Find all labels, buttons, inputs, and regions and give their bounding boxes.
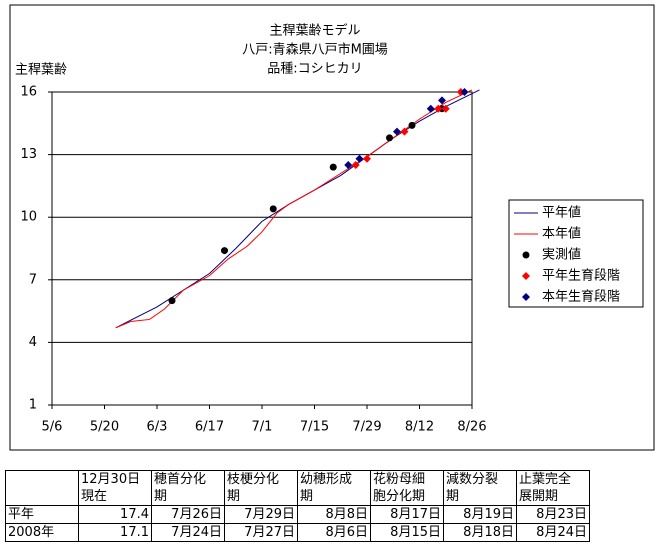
data-point <box>168 297 176 305</box>
table-header: 12月30日 現在 穂首分化期枝梗分化期幼穂形成期花粉母細 胞分化期 減数分裂期止葉完全… <box>5 470 590 506</box>
value-cell: 8月18日 <box>443 523 517 542</box>
header-text: 穂首分化 <box>154 472 207 487</box>
legend-label: 本年生育段階 <box>542 289 620 305</box>
data-point <box>386 134 393 142</box>
value-cell: 8月6日 <box>297 523 371 542</box>
data-point <box>329 163 337 171</box>
value-cell: 17.4 <box>78 505 152 524</box>
legend-swatch <box>522 251 530 259</box>
header-text: 期 <box>154 489 168 504</box>
data-point <box>269 205 277 213</box>
header-text: 期 <box>227 489 241 504</box>
value-cell: 8月17日 <box>370 505 444 524</box>
chart-title: 八戸:青森県八戸市M圃場 <box>242 42 388 58</box>
x-tick-label: 8/12 <box>405 420 434 435</box>
data-point <box>344 161 353 170</box>
header-text: 止葉完全 <box>519 472 572 487</box>
header-cell: 枝梗分化期 <box>224 470 298 506</box>
stage-table: 12月30日 現在 穂首分化期枝梗分化期幼穂形成期花粉母細 胞分化期 減数分裂期止葉完全… <box>5 470 590 542</box>
header-text: 展開期 <box>519 489 559 504</box>
x-tick-label: 7/1 <box>252 420 273 435</box>
header-cell: 止葉完全 展開期 <box>516 470 590 506</box>
chart-frame <box>9 4 655 451</box>
header-cell: 穂首分化期 <box>151 470 225 506</box>
value-cell: 7月29日 <box>224 505 298 524</box>
y-tick-label: 13 <box>20 147 37 162</box>
row-header: 2008年 <box>5 523 79 542</box>
data-point <box>400 127 409 136</box>
header-text: 12月30日 <box>81 472 141 487</box>
legend-swatch <box>522 272 530 280</box>
header-cell: 花粉母細 胞分化期 <box>370 470 444 506</box>
data-point <box>438 96 446 105</box>
y-tick-label: 1 <box>29 398 37 413</box>
value-cell: 8月8日 <box>297 505 371 524</box>
data-point <box>434 104 443 113</box>
data-point <box>363 154 371 163</box>
series-line <box>115 89 473 329</box>
data-point <box>351 161 360 170</box>
y-tick-label: 16 <box>20 85 37 100</box>
header-text: 期 <box>300 489 314 504</box>
value-cell: 8月19日 <box>443 505 517 524</box>
header-text: 現在 <box>81 489 108 504</box>
table-row: 平年 17.4 7月26日 7月29日 8月8日 8月17日 8月19日 8月23日 <box>5 505 590 524</box>
header-text: 幼穂形成 <box>300 472 353 487</box>
value-cell: 8月15日 <box>370 523 444 542</box>
legend-label: 実測値 <box>542 247 581 263</box>
series-line <box>115 89 480 329</box>
x-tick-label: 6/3 <box>147 420 168 435</box>
y-tick-label: 7 <box>29 272 37 287</box>
value-cell: 8月24日 <box>516 523 590 542</box>
y-tick-label: 4 <box>29 335 37 350</box>
data-point <box>460 88 469 96</box>
data-point <box>355 154 364 163</box>
legend-label: 平年生育段階 <box>542 268 620 284</box>
row-header: 平年 <box>5 505 79 524</box>
data-point <box>221 247 228 255</box>
table-row: 2008年 17.1 7月24日 7月27日 8月6日 8月15日 8月18日 8月24日 <box>5 523 590 542</box>
chart-title: 主稈葉齢モデル <box>269 23 360 39</box>
x-tick-label: 6/17 <box>195 420 224 435</box>
header-cell: 減数分裂期 <box>443 470 517 506</box>
y-axis-label: 主稈葉齢 <box>15 63 67 78</box>
header-cell: 幼穂形成期 <box>297 470 371 506</box>
plot-area <box>51 91 473 406</box>
header-text: 花粉母細 <box>373 472 426 487</box>
value-cell: 7月24日 <box>151 523 225 542</box>
data-point <box>426 104 435 113</box>
x-tick-label: 5/20 <box>90 420 119 435</box>
legend-label: 本年値 <box>542 226 581 242</box>
header-text: 減数分裂 <box>446 472 499 487</box>
y-tick-label: 10 <box>20 210 37 225</box>
header-text: 枝梗分化 <box>227 472 280 487</box>
value-cell: 8月23日 <box>516 505 590 524</box>
header-text: 胞分化期 <box>373 489 426 504</box>
data-point <box>408 121 416 129</box>
header-text: 期 <box>446 489 460 504</box>
value-cell: 17.1 <box>78 523 152 542</box>
chart-title: 品種:コシヒカリ <box>267 61 362 77</box>
x-tick-label: 7/15 <box>300 420 329 435</box>
data-point <box>393 127 401 136</box>
x-tick-label: 8/26 <box>457 420 486 435</box>
data-point <box>441 104 450 113</box>
header-cell: 12月30日 現在 <box>78 470 152 506</box>
corner-cell <box>5 470 79 506</box>
x-tick-label: 5/6 <box>42 420 63 435</box>
legend-label: 平年値 <box>542 205 581 221</box>
value-cell: 7月27日 <box>224 523 298 542</box>
legend-swatch <box>522 293 530 301</box>
chart: 主稈葉齢モデル 八戸:青森県八戸市M圃場 品種:コシヒカリ 主稈葉齢 1 4 7 10… <box>9 4 655 451</box>
value-cell: 7月26日 <box>151 505 225 524</box>
legend-box <box>508 199 644 308</box>
x-tick-label: 7/29 <box>352 420 381 435</box>
